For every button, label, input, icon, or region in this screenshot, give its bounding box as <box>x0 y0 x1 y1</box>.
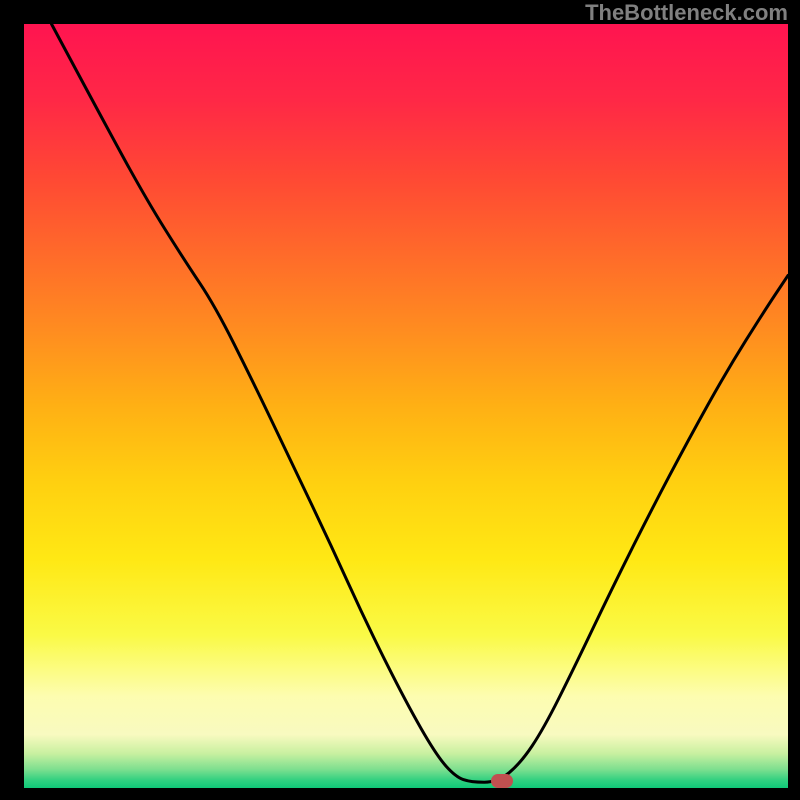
plot-area <box>24 24 788 786</box>
optimal-marker <box>491 774 513 788</box>
chart-container: TheBottleneck.com <box>0 0 800 800</box>
attribution-label: TheBottleneck.com <box>585 0 788 26</box>
bottleneck-curve <box>24 24 788 786</box>
